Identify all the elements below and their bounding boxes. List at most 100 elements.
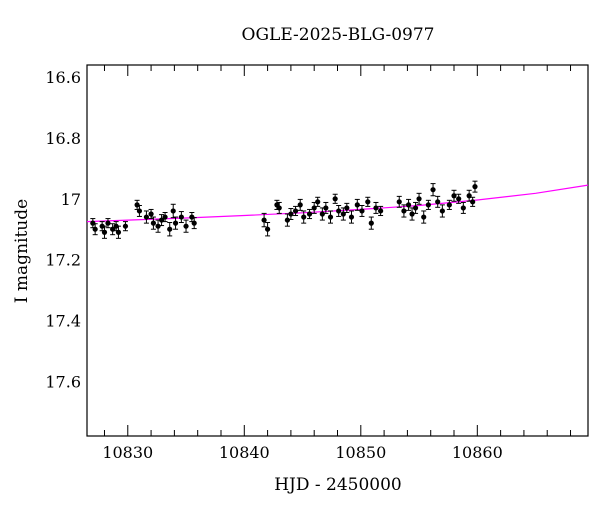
point-marker	[134, 202, 140, 208]
data-point	[136, 204, 143, 217]
data-point	[323, 201, 329, 214]
data-point	[348, 210, 355, 224]
point-marker	[359, 208, 365, 214]
data-point	[134, 199, 140, 210]
point-marker	[451, 193, 457, 199]
point-marker	[470, 199, 476, 205]
data-point	[191, 217, 197, 230]
data-point	[315, 196, 321, 207]
y-tick-label: 17.4	[45, 311, 81, 330]
point-marker	[297, 202, 303, 208]
data-point	[284, 213, 290, 227]
point-marker	[456, 196, 462, 202]
axis-tick-labels: 10830 10840 10850 10860 16.6 16.8 17 17.2 17.4 17…	[45, 68, 502, 462]
data-point	[327, 210, 334, 224]
data-point	[150, 216, 157, 230]
data-point	[148, 208, 154, 220]
data-point	[466, 189, 472, 202]
point-marker	[92, 226, 98, 232]
data-point	[396, 195, 402, 208]
point-marker	[148, 211, 154, 217]
point-marker	[435, 199, 441, 205]
point-marker	[439, 208, 445, 214]
x-tick-label: 10850	[335, 443, 386, 462]
point-marker	[150, 220, 157, 226]
y-tick-label: 17.6	[45, 372, 81, 391]
data-point	[451, 189, 457, 202]
data-point	[332, 193, 338, 204]
data-point	[470, 196, 476, 207]
data-point	[409, 207, 415, 221]
point-marker	[378, 208, 384, 214]
point-marker	[306, 211, 313, 217]
point-marker	[354, 202, 360, 208]
point-marker	[261, 217, 267, 223]
data-point	[90, 218, 96, 229]
data-point	[306, 208, 313, 220]
point-marker	[315, 199, 321, 205]
point-marker	[288, 211, 294, 217]
data-point	[425, 199, 431, 210]
data-point	[301, 210, 307, 224]
data-point	[472, 180, 478, 193]
point-marker	[292, 208, 299, 214]
point-marker	[122, 223, 129, 229]
data-point	[439, 204, 445, 218]
point-marker	[332, 196, 338, 202]
point-marker	[327, 214, 334, 220]
point-marker	[409, 211, 415, 217]
point-marker	[368, 220, 374, 226]
point-marker	[143, 214, 150, 220]
data-point	[115, 225, 122, 239]
data-point	[344, 202, 350, 213]
data-point	[336, 204, 342, 217]
point-marker	[319, 211, 325, 217]
data-point	[170, 203, 176, 219]
chart-title: OGLE-2025-BLG-0977	[242, 25, 435, 45]
data-point	[183, 219, 189, 233]
point-marker	[421, 214, 427, 220]
point-marker	[446, 202, 452, 208]
data-point	[261, 212, 267, 228]
data-point	[92, 223, 98, 236]
point-marker	[401, 208, 407, 214]
x-tick-label: 10840	[219, 443, 270, 462]
y-tick-label: 16.6	[45, 68, 81, 87]
point-marker	[189, 214, 195, 220]
point-marker	[396, 199, 402, 205]
x-tick-label: 10830	[102, 443, 153, 462]
data-point	[288, 208, 294, 220]
data-point	[189, 211, 195, 223]
point-marker	[416, 196, 422, 202]
data-points	[90, 180, 478, 239]
data-point	[378, 205, 384, 217]
point-marker	[348, 214, 355, 220]
data-point	[456, 193, 462, 204]
point-marker	[336, 208, 342, 214]
data-point	[421, 210, 427, 224]
point-marker	[183, 223, 189, 229]
data-point	[368, 216, 374, 230]
point-marker	[425, 202, 431, 208]
y-tick-label: 17.2	[45, 251, 81, 270]
point-marker	[264, 226, 271, 232]
point-marker	[301, 214, 307, 220]
data-point	[162, 211, 168, 223]
data-point	[359, 204, 365, 217]
data-point	[416, 192, 422, 205]
point-marker	[460, 205, 466, 211]
point-marker	[284, 217, 290, 223]
point-marker	[101, 229, 108, 235]
point-marker	[155, 223, 161, 229]
data-point	[297, 198, 303, 211]
point-marker	[405, 202, 412, 208]
x-tick-label: 10860	[452, 443, 503, 462]
x-axis-label: HJD - 2450000	[274, 475, 402, 495]
point-marker	[191, 220, 197, 226]
point-marker	[323, 205, 329, 211]
point-marker	[365, 199, 371, 205]
plot-frame	[86, 64, 589, 437]
data-point	[373, 201, 379, 214]
point-marker	[136, 208, 143, 214]
data-point	[435, 195, 441, 208]
